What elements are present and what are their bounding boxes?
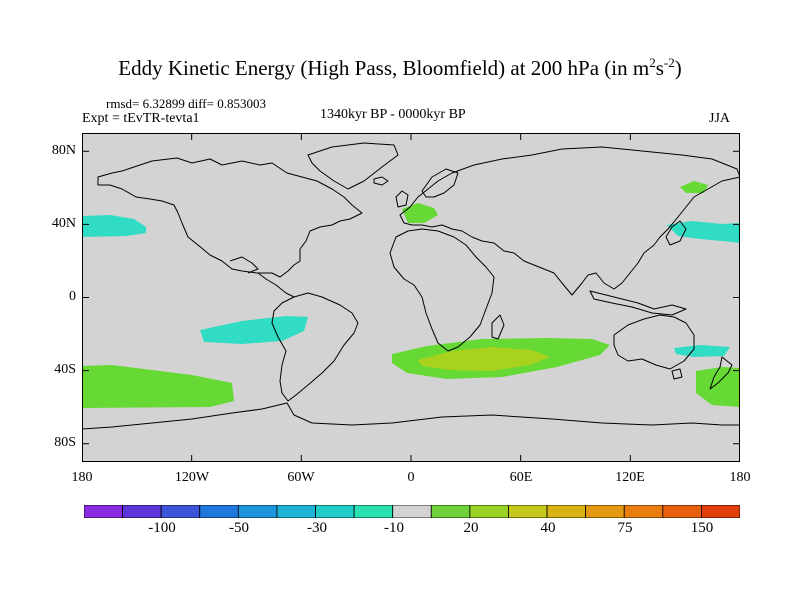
x-tick-label-180w: 180: [71, 470, 93, 485]
colorbar-box: [430, 505, 471, 518]
coastline-japan: [665, 220, 687, 246]
y-tick-label-80s: 80S: [54, 435, 76, 450]
colorbar-box: [122, 505, 162, 518]
y-tick-label-40n: 40N: [51, 216, 76, 231]
anomaly-contours: [82, 181, 740, 408]
period-label: 1340kyr BP - 0000kyr BP: [320, 107, 466, 122]
x-tick-label-180e: 180: [729, 470, 751, 485]
colorbar: [84, 505, 740, 518]
contour-green-south-pacific: [82, 365, 234, 408]
coastline-north-america: [97, 157, 363, 278]
colorbar-box: [701, 505, 740, 518]
coastline-australia: [613, 314, 695, 370]
colorbar-box: [315, 505, 355, 518]
coastline-tasmania: [671, 368, 683, 380]
coastlines: [82, 142, 740, 430]
colorbar-label-minus-10: -10: [384, 520, 404, 536]
colorbar-box: [199, 505, 239, 518]
colorbar-box: [662, 505, 702, 518]
coastline-scandinavia: [421, 168, 459, 198]
x-tick-label-0: 0: [407, 470, 415, 485]
colorbar-box: [237, 505, 278, 518]
coastline-south-america: [271, 292, 359, 402]
experiment-label: Expt = tEvTR-tevta1: [82, 111, 200, 126]
coastline-maritime-asia: [589, 290, 687, 316]
contour-green-kamchatka: [680, 181, 708, 193]
map-plot: [82, 133, 740, 462]
x-tick-label-60e: 60E: [509, 470, 533, 485]
coastline-central-america: [257, 272, 295, 298]
stats-text: rmsd= 6.32899 diff= 0.853003: [106, 96, 266, 111]
colorbar-label-20: 20: [463, 520, 479, 536]
colorbar-box: [276, 505, 316, 518]
coastline-greenland: [307, 142, 399, 190]
colorbar-box: [160, 505, 201, 518]
colorbar-label-75: 75: [617, 520, 633, 536]
colorbar-box: [84, 505, 123, 518]
coastline-africa: [389, 228, 495, 352]
colorbar-box: [392, 505, 432, 518]
colorbar-label-150: 150: [690, 520, 714, 536]
contour-cyan-south-pacific: [200, 316, 308, 344]
x-tick-label-120e: 120E: [615, 470, 645, 485]
coastline-madagascar: [491, 314, 505, 340]
contour-cyan-north-pacific-west: [82, 215, 146, 237]
colorbar-label-40: 40: [540, 520, 556, 536]
colorbar-box: [508, 505, 548, 518]
coastline-eurasia: [399, 146, 740, 296]
colorbar-label-minus-30: -30: [307, 520, 327, 536]
colorbar-box: [623, 505, 664, 518]
map-background: [82, 133, 740, 462]
y-tick-label-0: 0: [69, 289, 76, 304]
contour-cyan-tasman: [674, 345, 730, 357]
contour-cyan-north-pacific-east: [667, 221, 740, 243]
contour-green-new-zealand: [696, 367, 740, 407]
season-label: JJA: [709, 111, 731, 126]
coastline-antarctica: [82, 402, 740, 430]
x-tick-label-60w: 60W: [287, 470, 315, 485]
colorbar-box: [469, 505, 509, 518]
contour-yellowgreen-south-atlantic: [418, 347, 550, 371]
coastline-new-zealand: [709, 356, 733, 390]
y-tick-label-80n: 80N: [51, 143, 76, 158]
x-tick-label-120w: 120W: [174, 470, 210, 485]
colorbar-box: [546, 505, 587, 518]
chart-title: Eddy Kinetic Energy (High Pass, Bloomfie…: [118, 55, 682, 80]
coastline-iceland: [373, 176, 389, 186]
coastline-britain: [395, 190, 409, 208]
map-ticks: [82, 133, 740, 462]
colorbar-label-minus-50: -50: [229, 520, 249, 536]
contour-green-europe: [402, 203, 438, 223]
coastline-gulf-mexico: [229, 256, 259, 274]
y-tick-label-40s: 40S: [54, 362, 76, 377]
colorbar-box: [353, 505, 394, 518]
colorbar-box: [585, 505, 625, 518]
colorbar-label-minus-100: -100: [148, 520, 176, 536]
